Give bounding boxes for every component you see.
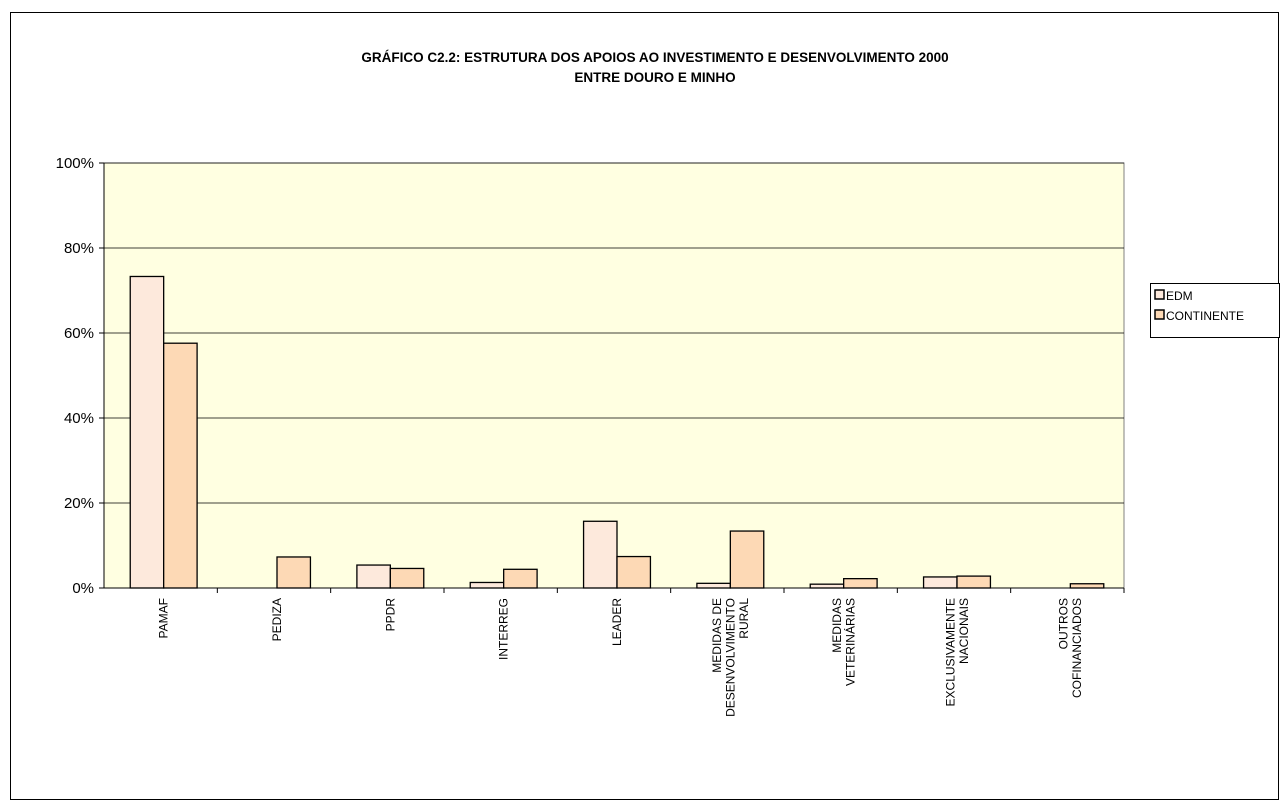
- x-tick-label-line: NACIONAIS: [957, 598, 971, 664]
- bar: [356, 564, 391, 589]
- x-tick-label: LEADER: [610, 598, 624, 646]
- y-tick-label: 20%: [64, 495, 94, 512]
- x-tick-label-line: RURAL: [737, 598, 751, 639]
- legend-swatch: [1154, 309, 1165, 320]
- bar: [503, 568, 538, 589]
- x-tick-label: EXCLUSIVAMENTENACIONAIS: [943, 598, 971, 706]
- x-tick-label-line: EXCLUSIVAMENTE: [943, 598, 957, 706]
- x-tick-label: PEDIZA: [270, 598, 284, 641]
- x-tick-label: PPDR: [383, 598, 397, 632]
- x-tick-label: MEDIDASVETERINÁRIAS: [830, 598, 858, 686]
- bar: [276, 556, 312, 589]
- bar: [616, 555, 652, 589]
- y-tick-label: 100%: [56, 155, 94, 172]
- plot-area: [103, 162, 1125, 589]
- y-tick-label: 60%: [64, 325, 94, 342]
- y-tick-label: 80%: [64, 240, 94, 257]
- bar: [843, 578, 878, 589]
- x-tick-label-line: MEDIDAS: [830, 598, 844, 653]
- legend-box: [1150, 283, 1280, 338]
- x-tick-label-line: COFINANCIADOS: [1070, 598, 1084, 698]
- bar: [729, 530, 765, 589]
- chart-title: ENTRE DOURO E MINHO: [574, 70, 735, 85]
- x-tick-label-line: VETERINÁRIAS: [842, 598, 857, 686]
- x-tick-label-line: DESENVOLVIMENTO: [723, 598, 737, 717]
- bar: [809, 583, 845, 589]
- bar: [956, 575, 992, 589]
- y-tick-label: 40%: [64, 410, 94, 427]
- bar: [922, 576, 958, 589]
- bar: [1069, 583, 1105, 589]
- legend-label: CONTINENTE: [1166, 309, 1244, 323]
- legend-swatch: [1154, 289, 1165, 300]
- bar: [129, 275, 165, 589]
- bar: [163, 342, 198, 589]
- legend-label: EDM: [1166, 289, 1193, 303]
- x-tick-label-line: OUTROS: [1057, 598, 1071, 649]
- x-tick-label-line: LEADER: [610, 598, 624, 646]
- y-tick-label: 0%: [72, 580, 94, 597]
- x-tick-label-line: PEDIZA: [270, 598, 284, 641]
- bar: [469, 581, 505, 589]
- x-tick-label: OUTROSCOFINANCIADOS: [1057, 598, 1085, 698]
- x-tick-label: MEDIDAS DEDESENVOLVIMENTORURAL: [710, 598, 751, 717]
- bar: [696, 582, 731, 589]
- x-tick-label: PAMAF: [157, 598, 171, 638]
- bar: [389, 567, 425, 589]
- bar: [582, 520, 618, 589]
- x-tick-label: INTERREG: [497, 598, 511, 660]
- x-tick-label-line: INTERREG: [497, 598, 511, 660]
- x-tick-label-line: MEDIDAS DE: [710, 598, 724, 673]
- x-tick-label-line: PPDR: [383, 598, 397, 632]
- chart-title: GRÁFICO C2.2: ESTRUTURA DOS APOIOS AO IN…: [361, 50, 948, 65]
- x-tick-label-line: PAMAF: [157, 598, 171, 638]
